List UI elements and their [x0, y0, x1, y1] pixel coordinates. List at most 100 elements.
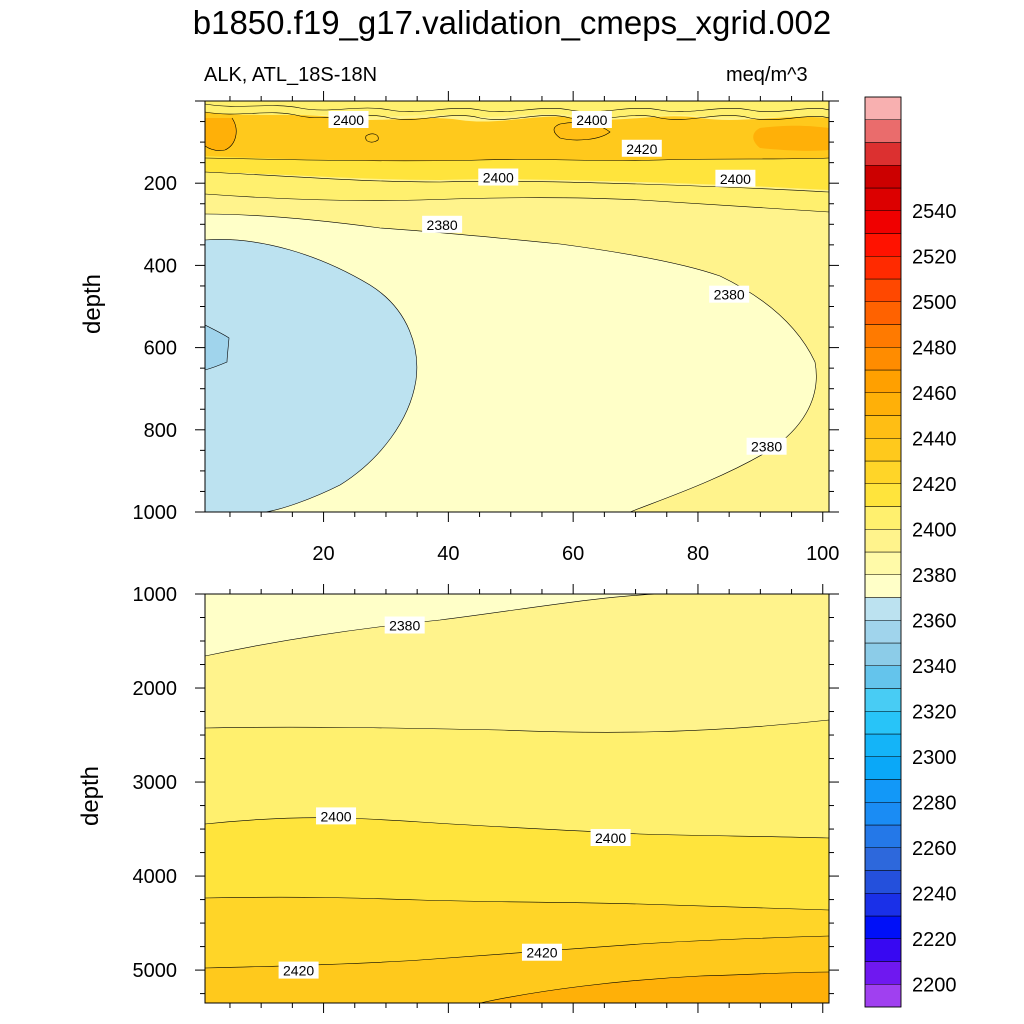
- upper-contour-label: 2400: [333, 112, 364, 128]
- colorbar-label: 2480: [912, 337, 957, 359]
- upper-contour-label-bg: [422, 215, 463, 233]
- colorbar-box: [864, 915, 902, 939]
- colorbar-label: 2420: [912, 474, 957, 496]
- colorbar-box: [864, 984, 902, 1008]
- upper-contour-label: 2400: [576, 112, 607, 128]
- lower-orange-core: [480, 972, 829, 1003]
- upper-y-tick-label: 800: [144, 420, 177, 442]
- colorbar-box: [864, 256, 902, 280]
- upper-contour-label-bg: [478, 168, 519, 186]
- colorbar-box: [864, 142, 902, 166]
- lower-y-tick-label: 2000: [133, 678, 178, 700]
- upper-x-tick-label: 20: [312, 543, 334, 565]
- colorbar-frame: [864, 96, 902, 1008]
- colorbar-box: [864, 415, 902, 439]
- upper-contour-label: 2380: [751, 439, 782, 455]
- lower-contour-label: 2420: [283, 963, 314, 979]
- colorbar-label: 2440: [912, 428, 957, 450]
- upper-contour-label-bg: [571, 110, 612, 128]
- upper-y-tick-label: 600: [144, 338, 177, 360]
- colorbar-box: [864, 802, 902, 826]
- chart-title: b1850.f19_g17.validation_cmeps_xgrid.002: [192, 4, 832, 41]
- upper-contour-label-bg: [715, 169, 756, 187]
- upper-y-tick-label: 1000: [133, 502, 178, 524]
- colorbar-box: [864, 233, 902, 257]
- colorbar-label: 2520: [912, 246, 957, 268]
- upper-contour-label: 2380: [427, 217, 458, 233]
- lower-contour-label-bg: [590, 829, 631, 847]
- lower-gold-band: [205, 897, 829, 968]
- colorbar-label: 2380: [912, 565, 957, 587]
- lower-pale-region: [205, 594, 660, 656]
- upper-x-tick-label: 40: [437, 543, 459, 565]
- lower-contour-label-bg: [384, 616, 425, 634]
- lower-contour-lines: [205, 594, 829, 1003]
- colorbar-box: [864, 574, 902, 598]
- upper-cyan-lens: [205, 239, 418, 512]
- colorbar-box: [864, 278, 902, 302]
- colorbar-label: 2260: [912, 838, 957, 860]
- upper-contour-label: 2420: [626, 141, 657, 157]
- colorbar-box: [864, 870, 902, 894]
- lower-y-tick-label: 1000: [133, 584, 178, 606]
- colorbar-box: [864, 733, 902, 757]
- colorbar-box: [864, 460, 902, 484]
- upper-x-tick-label: 60: [562, 543, 584, 565]
- colorbar-label: 2300: [912, 747, 957, 769]
- variable-label: ALK, ATL_18S-18N: [204, 64, 378, 86]
- lower-contour-label: 2380: [389, 618, 420, 634]
- lower-yellow-band: [205, 817, 829, 910]
- colorbar-box: [864, 210, 902, 234]
- colorbar-label: 2400: [912, 519, 957, 541]
- colorbar-box: [864, 438, 902, 462]
- upper-cyan-core: [205, 324, 230, 371]
- colorbar-box: [864, 324, 902, 348]
- colorbar-box: [864, 529, 902, 553]
- colorbar-label: 2320: [912, 701, 957, 723]
- lower-contour-label: 2400: [595, 830, 626, 846]
- colorbar-box: [864, 165, 902, 189]
- colorbar-label: 2200: [912, 974, 957, 996]
- colorbar-label: 2280: [912, 792, 957, 814]
- colorbar-label: 2240: [912, 883, 957, 905]
- colorbar-label: 2360: [912, 610, 957, 632]
- lower-contour-label-bg: [521, 943, 562, 961]
- colorbar-box: [864, 938, 902, 962]
- colorbar-box: [864, 711, 902, 735]
- colorbar-box: [864, 961, 902, 985]
- lower-panel: [205, 594, 829, 1003]
- upper-x-tick-label: 100: [806, 543, 839, 565]
- colorbar-label: 2500: [912, 292, 957, 314]
- colorbar-box: [864, 551, 902, 575]
- upper-contour-label-bg: [328, 110, 369, 128]
- colorbar-label: 2220: [912, 929, 957, 951]
- colorbar-box: [864, 301, 902, 325]
- lower-y-tick-label: 5000: [133, 960, 178, 982]
- colorbar-box: [864, 96, 902, 120]
- colorbar-box: [864, 642, 902, 666]
- upper-orange-core-right: [753, 125, 829, 151]
- units-label: meq/m^3: [726, 64, 808, 86]
- lower-y-tick-label: 4000: [133, 866, 178, 888]
- colorbar-box: [864, 688, 902, 712]
- lower-contour-label: 2420: [526, 945, 557, 961]
- colorbar-box: [864, 506, 902, 530]
- upper-panel: [205, 101, 829, 512]
- upper-contour-label-bg: [709, 285, 750, 303]
- colorbar-box: [864, 597, 902, 621]
- colorbar-box: [864, 893, 902, 917]
- upper-contour-label-bg: [621, 139, 662, 157]
- lower-contour-label: 2400: [320, 808, 351, 824]
- colorbar-box: [864, 347, 902, 371]
- upper-y-tick-label: 200: [144, 173, 177, 195]
- upper-x-tick-label: 80: [687, 543, 709, 565]
- upper-orange-core: [205, 118, 237, 151]
- colorbar-label: 2540: [912, 201, 957, 223]
- colorbar-box: [864, 620, 902, 644]
- upper-contour-label-bg: [746, 437, 787, 455]
- colorbar-box: [864, 369, 902, 393]
- colorbar-box: [864, 119, 902, 143]
- upper-contour-label: 2400: [483, 170, 514, 186]
- colorbar-box: [864, 779, 902, 803]
